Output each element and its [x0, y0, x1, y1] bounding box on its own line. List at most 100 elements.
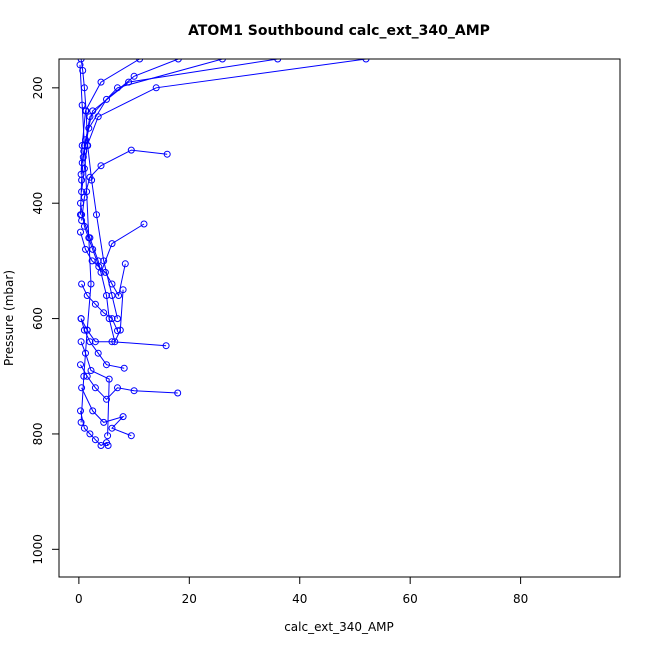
y-tick-label: 800	[31, 422, 45, 445]
data-point	[76, 61, 84, 69]
data-point	[103, 292, 110, 299]
data-point	[121, 260, 129, 268]
data-point	[78, 280, 86, 288]
x-tick-label: 80	[513, 592, 528, 606]
data-point	[86, 113, 94, 121]
data-point	[136, 59, 144, 63]
y-tick-label: 400	[31, 192, 45, 215]
data-point	[82, 245, 89, 253]
data-point	[105, 375, 113, 383]
data-point	[77, 228, 84, 236]
y-tick-label: 1000	[31, 534, 45, 565]
data-point	[91, 436, 99, 444]
data-point	[152, 84, 160, 92]
series-line-14	[80, 341, 110, 436]
data-point	[86, 430, 94, 438]
data-point	[91, 384, 99, 392]
series-line-6	[80, 59, 140, 175]
data-point	[77, 170, 85, 178]
data-point	[85, 124, 93, 132]
series-line-17	[81, 283, 118, 331]
x-tick-label: 60	[403, 592, 418, 606]
data-point	[80, 372, 88, 380]
data-point	[79, 153, 87, 161]
series-line-4	[80, 59, 223, 215]
data-point	[104, 432, 112, 440]
data-point	[108, 338, 116, 346]
data-point	[88, 257, 96, 265]
data-point	[174, 59, 182, 63]
data-point	[120, 364, 128, 372]
data-point	[140, 220, 148, 228]
series-line-10	[80, 318, 167, 347]
data-point	[80, 424, 88, 432]
y-tick-label: 200	[31, 76, 45, 99]
data-point	[163, 150, 171, 158]
data-point	[77, 407, 84, 415]
data-point	[127, 146, 135, 154]
data-point	[103, 95, 110, 103]
data-point	[100, 309, 108, 317]
data-point	[93, 211, 100, 219]
x-axis: 0 20 40 60 80	[75, 576, 528, 606]
data-point	[77, 361, 84, 369]
series-line-16	[80, 231, 126, 297]
data-point	[77, 199, 84, 207]
data-point	[104, 442, 112, 449]
x-tick-label: 0	[75, 592, 83, 606]
data-point	[174, 389, 182, 397]
data-point	[83, 292, 91, 299]
data-point	[162, 342, 170, 350]
data-point	[97, 78, 105, 86]
data-point	[115, 292, 123, 299]
y-tick-label: 600	[31, 307, 45, 330]
data-point	[101, 268, 109, 276]
x-axis-label: calc_ext_340_AMP	[284, 620, 394, 634]
series-line-9	[81, 214, 124, 344]
y-axis-label: Pressure (mbar)	[2, 270, 16, 366]
data-point	[80, 326, 88, 334]
data-point	[95, 263, 103, 271]
data-point	[108, 240, 116, 248]
data-point	[78, 101, 86, 109]
data-point	[97, 442, 105, 449]
data-point	[79, 67, 87, 74]
series-line-8	[80, 203, 145, 274]
data-point	[108, 315, 116, 323]
series-line-1	[80, 59, 118, 319]
data-point	[130, 387, 138, 395]
data-point	[80, 142, 88, 149]
data-point	[85, 234, 93, 242]
data-point	[114, 384, 121, 392]
data-point	[362, 59, 370, 63]
data-point	[108, 280, 116, 288]
plot-area	[76, 59, 370, 449]
data-point	[218, 59, 226, 63]
data-point	[89, 407, 97, 415]
data-point	[86, 338, 94, 346]
data-point	[94, 349, 102, 357]
data-point	[87, 367, 95, 374]
data-point	[87, 280, 95, 288]
data-point	[78, 211, 86, 219]
series-line-7	[81, 149, 168, 221]
data-point	[108, 424, 116, 432]
x-tick-label: 20	[182, 592, 197, 606]
data-point	[91, 300, 99, 308]
data-point	[78, 142, 86, 149]
data-point	[127, 432, 135, 440]
data-point	[103, 361, 110, 369]
data-point	[78, 384, 86, 392]
y-axis: 200 400 600 800 1000	[31, 76, 60, 565]
chart-title: ATOM1 Southbound calc_ext_340_AMP	[188, 23, 490, 39]
data-point	[103, 395, 110, 403]
series-line-15	[79, 64, 92, 423]
data-point	[114, 327, 121, 335]
series-line-5	[82, 59, 179, 158]
data-point	[86, 173, 94, 181]
data-point	[97, 162, 105, 170]
data-point	[100, 418, 108, 426]
data-point	[119, 413, 127, 421]
